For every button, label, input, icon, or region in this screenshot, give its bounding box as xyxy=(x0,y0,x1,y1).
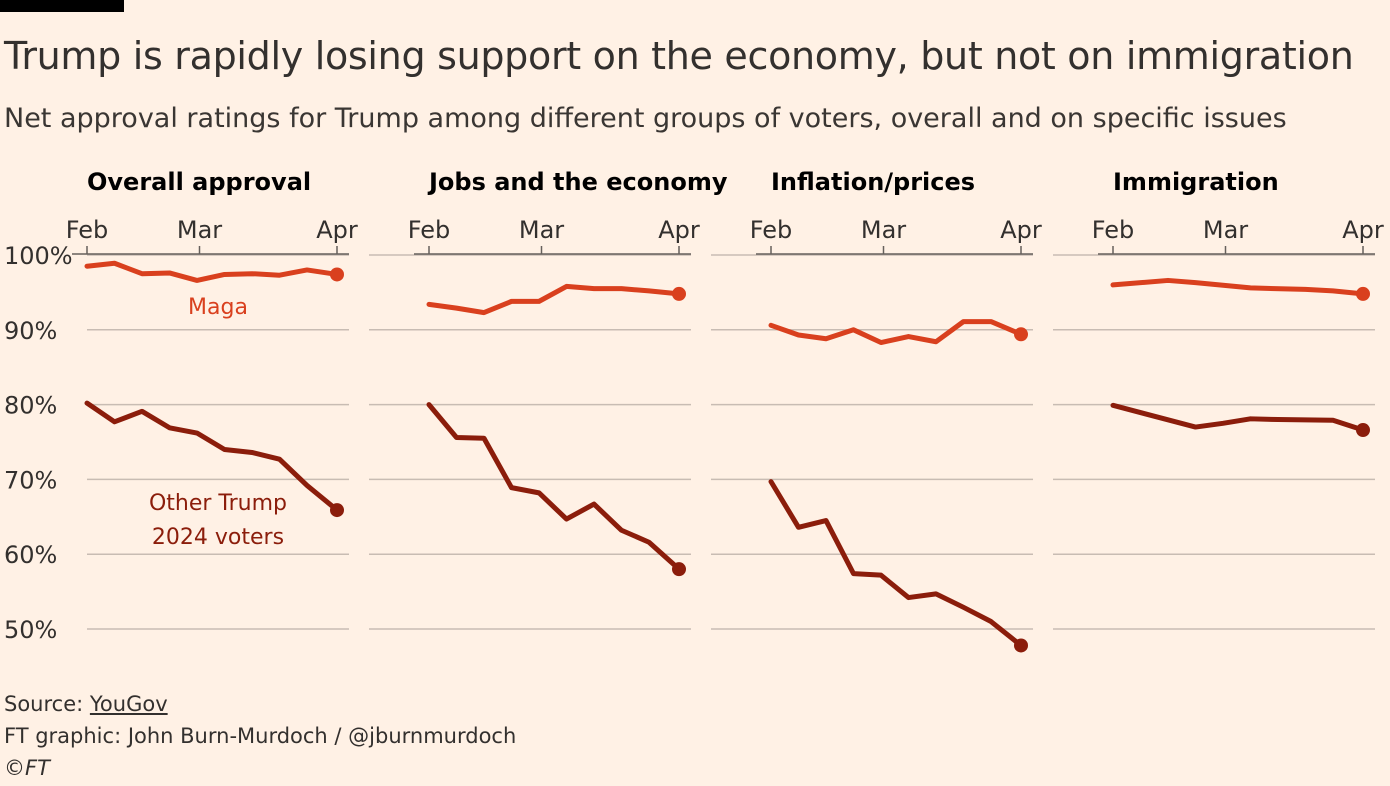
other-voters-series-line xyxy=(768,479,1024,648)
maga-end-marker xyxy=(1014,327,1028,342)
maga-label: Maga xyxy=(188,295,248,320)
source-line: Source: YouGov xyxy=(4,692,168,716)
y-tick-label: 70% xyxy=(4,466,57,494)
source-prefix: Source: xyxy=(4,692,90,716)
chart-subtitle: Net approval ratings for Trump among dif… xyxy=(4,103,1287,134)
x-tick-label: Mar xyxy=(1203,216,1248,244)
y-tick-label: 100% xyxy=(4,242,73,270)
maga-series-line xyxy=(84,260,340,283)
y-tick-label: 50% xyxy=(4,616,57,644)
other-voters-label: 2024 voters xyxy=(152,525,284,550)
x-tick-label: Feb xyxy=(1092,216,1135,244)
maga-series-line xyxy=(426,283,682,316)
panel-title: Inflation/prices xyxy=(771,168,975,196)
other-voters-series-line xyxy=(1110,402,1366,433)
panel-title: Overall approval xyxy=(87,168,311,196)
y-tick-label: 90% xyxy=(4,317,57,345)
x-tick-label: Apr xyxy=(1342,216,1384,244)
other-voters-end-marker xyxy=(330,503,344,518)
other-voters-end-marker xyxy=(1014,638,1028,653)
x-tick-label: Apr xyxy=(316,216,358,244)
chart-title: Trump is rapidly losing support on the e… xyxy=(4,34,1354,78)
maga-series-line xyxy=(1110,277,1366,297)
panel-title: Jobs and the economy xyxy=(427,168,728,196)
copyright: ©FT xyxy=(4,756,50,780)
chart-area: 100% 90% 80% 70% 60% 50% Overall approval Feb Ma… xyxy=(4,168,1384,653)
x-tick-label: Mar xyxy=(177,216,222,244)
brand-bar xyxy=(0,0,124,12)
maga-end-marker xyxy=(330,267,344,282)
credit-line: FT graphic: John Burn-Murdoch / @jburnmu… xyxy=(4,724,517,748)
source-link[interactable]: YouGov xyxy=(89,692,168,716)
other-voters-end-marker xyxy=(1356,423,1370,438)
x-tick-label: Feb xyxy=(408,216,451,244)
x-tick-label: Mar xyxy=(861,216,906,244)
y-tick-label: 60% xyxy=(4,541,57,569)
x-tick-label: Apr xyxy=(658,216,700,244)
y-tick-label: 80% xyxy=(4,392,57,420)
x-tick-label: Feb xyxy=(750,216,793,244)
maga-series-line xyxy=(768,319,1024,346)
maga-end-marker xyxy=(1356,286,1370,301)
x-tick-label: Feb xyxy=(66,216,109,244)
other-voters-series-line xyxy=(84,400,340,513)
panel-title: Immigration xyxy=(1113,168,1279,196)
other-voters-label: Other Trump xyxy=(149,491,287,516)
other-voters-series-line xyxy=(426,402,682,572)
x-tick-label: Apr xyxy=(1000,216,1042,244)
maga-end-marker xyxy=(672,286,686,301)
x-tick-label: Mar xyxy=(519,216,564,244)
other-voters-end-marker xyxy=(672,562,686,577)
